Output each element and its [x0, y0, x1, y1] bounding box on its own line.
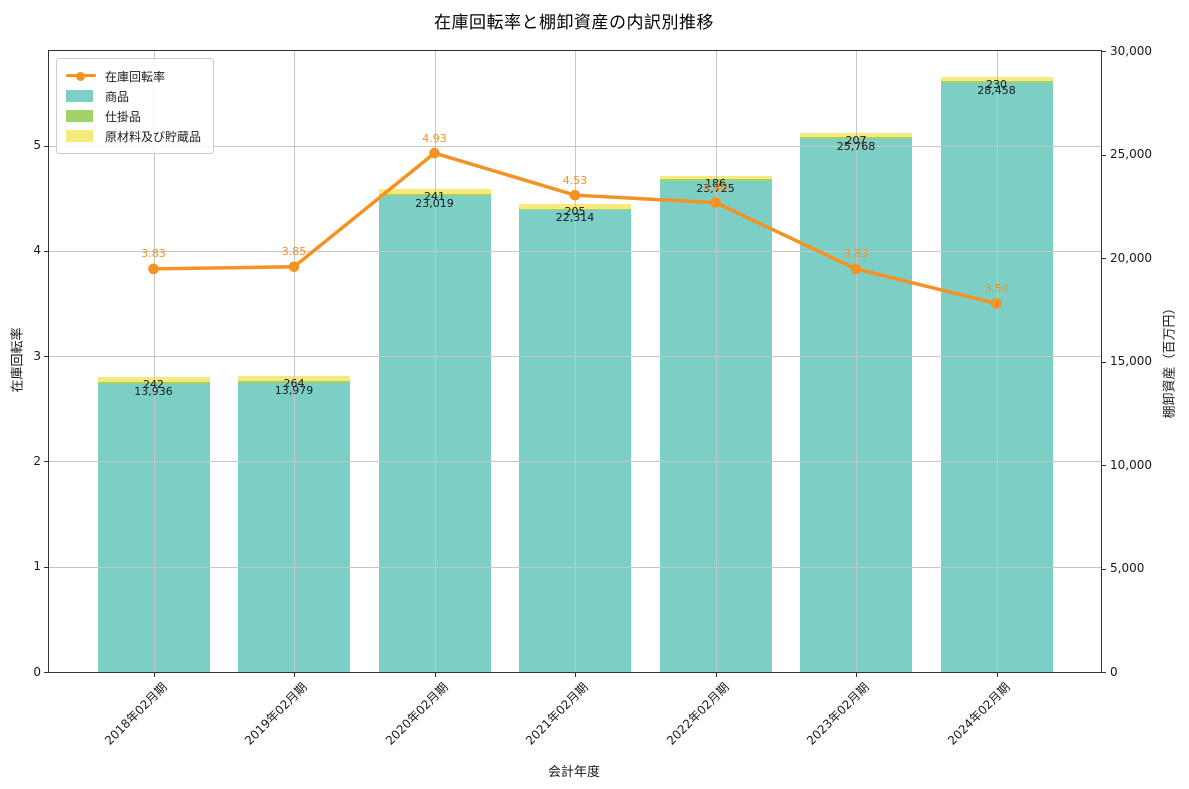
legend-item-inventory-turnover: 在庫回転率: [66, 66, 201, 86]
tick-mark-left: [44, 145, 49, 147]
line-value-label: 3.85: [281, 245, 307, 259]
bar-value-label-merchandise: 13,936: [134, 384, 173, 398]
data-point-marker: [569, 189, 581, 201]
x-tick-label: 2018年02月期: [101, 680, 170, 748]
x-tick-label: 2020年02月期: [382, 680, 451, 748]
y-left-tick-label: 3: [33, 348, 41, 363]
line-value-label: 4.93: [422, 131, 447, 145]
tick-mark-right: [1101, 465, 1106, 466]
gridline-vertical: [715, 51, 717, 672]
bar-value-label-raw-materials: 207: [845, 133, 867, 147]
y-right-tick-label: 20,000: [1110, 250, 1152, 265]
legend-label: 原材料及び貯蔵品: [105, 129, 202, 144]
bar-value-label-raw-materials: 241: [424, 190, 445, 204]
y-left-tick-label: 2: [33, 453, 41, 468]
legend-item-raw-materials: 原材料及び貯蔵品: [66, 126, 201, 146]
bar-value-label-raw-materials: 230: [986, 77, 1007, 91]
y-right-tick-label: 0: [1110, 664, 1118, 679]
bar-value-label-raw-materials: 242: [143, 378, 164, 391]
tick-mark-right: [1101, 51, 1106, 52]
y-right-tick-label: 30,000: [1110, 43, 1152, 58]
tick-mark-right: [1101, 361, 1106, 363]
bar-value-label-merchandise: 23,725: [696, 181, 735, 195]
bar-value-label-merchandise: 23,019: [415, 196, 454, 210]
line-value-label: 3.83: [843, 247, 869, 261]
x-axis-title: 会計年度: [547, 765, 600, 780]
legend-label: 仕掛品: [105, 109, 142, 124]
line-value-label: 4.46: [703, 181, 728, 195]
legend: 在庫回転率商品仕掛品原材料及び貯蔵品: [56, 58, 215, 154]
gridline-vertical: [434, 51, 436, 672]
legend-item-work-in-process: 仕掛品: [66, 106, 201, 126]
gridline-vertical: [856, 51, 857, 672]
data-point-marker: [850, 263, 862, 275]
legend-patch-swatch: [66, 90, 93, 102]
y-left-tick-label: 0: [33, 664, 41, 679]
tick-mark-left: [44, 566, 49, 568]
y-left-tick-label: 1: [33, 559, 41, 574]
tick-mark-left: [44, 672, 49, 673]
tick-mark-right: [1101, 154, 1106, 156]
bar-value-label-raw-materials: 186: [705, 176, 726, 190]
tick-mark-bottom: [856, 672, 857, 677]
tick-mark-right: [1101, 568, 1106, 570]
x-tick-label: 2022年02月期: [663, 680, 732, 748]
tick-mark-bottom: [996, 672, 998, 677]
bar-value-label-merchandise: 13,979: [274, 383, 314, 397]
x-tick-label: 2024年02月期: [944, 680, 1013, 748]
gridline-vertical: [575, 51, 576, 672]
y-right-tick-label: 15,000: [1110, 354, 1152, 368]
tick-mark-left: [44, 461, 49, 463]
line-value-label: 3.83: [141, 247, 166, 261]
plot-area: 在庫回転率 商品 仕掛品 原材料及び貯蔵品 242 13,936 264 13,979 241…: [33, 44, 1152, 748]
bar-value-label-merchandise: 28,458: [977, 83, 1016, 97]
tick-mark-bottom: [153, 672, 155, 677]
legend-label: 商品: [105, 89, 130, 104]
line-value-label: 3.50: [984, 282, 1009, 296]
bar-value-label-raw-materials: 264: [283, 376, 305, 390]
bar-value-label-merchandise: 25,768: [836, 139, 876, 153]
x-tick-label: 2021年02月期: [523, 680, 591, 748]
legend-patch-swatch: [66, 130, 93, 142]
y-right-tick-label: 5,000: [1110, 561, 1145, 575]
bar-value-label-raw-materials: 205: [564, 205, 586, 219]
tick-mark-bottom: [715, 672, 717, 677]
y-left-tick-label: 4: [33, 243, 41, 258]
line-marker-icon: [66, 69, 96, 83]
y-right-tick-label: 25,000: [1110, 147, 1152, 161]
legend-item-merchandise: 商品: [66, 86, 201, 106]
y-right-tick-label: 10,000: [1110, 457, 1152, 472]
line-value-label: 4.53: [562, 173, 588, 187]
bar-value-label-merchandise: 22,314: [555, 211, 595, 225]
tick-mark-left: [44, 250, 49, 252]
x-tick-label: 2019年02月期: [242, 680, 310, 748]
tick-mark-bottom: [294, 672, 295, 677]
turnover-line-layer: [148, 147, 1002, 309]
color-patch-icon: [66, 129, 96, 143]
legend-patch-swatch: [66, 110, 93, 122]
tick-mark-right: [1101, 258, 1106, 259]
x-tick-label: 2023年02月期: [804, 680, 872, 748]
data-point-marker: [148, 263, 159, 275]
color-patch-icon: [66, 109, 96, 123]
legend-label: 在庫回転率: [105, 69, 166, 84]
data-point-marker: [991, 298, 1002, 309]
left-axis-title: 在庫回転率: [10, 327, 26, 393]
gridline-vertical: [996, 51, 998, 672]
right-axis-title: 棚卸資産（百万円）: [1162, 301, 1178, 419]
gridline-vertical: [153, 51, 155, 672]
data-point-marker: [288, 261, 300, 273]
legend-dot-swatch: [76, 71, 85, 81]
tick-mark-left: [44, 356, 49, 358]
data-point-marker: [429, 147, 440, 159]
y-left-tick-label: 5: [33, 138, 41, 153]
tick-mark-bottom: [434, 672, 436, 677]
tick-mark-bottom: [575, 672, 576, 677]
data-point-marker: [710, 197, 721, 208]
gridline-vertical: [294, 51, 295, 672]
tick-mark-right: [1101, 672, 1106, 673]
chart-title: 在庫回転率と棚卸資産の内訳別推移: [434, 13, 714, 33]
color-patch-icon: [66, 89, 96, 103]
